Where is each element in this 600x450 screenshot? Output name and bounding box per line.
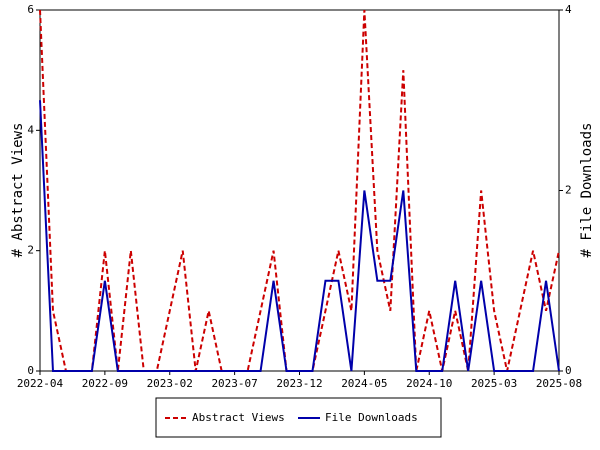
x-tick-label: 2023-12 (276, 377, 322, 390)
y-tick-label: 0 (27, 364, 34, 377)
x-tick-label: 2025-08 (536, 377, 582, 390)
x-tick-label: 2024-05 (341, 377, 387, 390)
y-tick-label: 4 (27, 123, 34, 136)
y2-tick-label: 0 (565, 364, 572, 377)
y2-axis-label: # File Downloads (579, 123, 595, 258)
series-line (39, 100, 560, 372)
y2-tick-label: 2 (565, 184, 572, 197)
x-tick-label: 2023-07 (211, 377, 257, 390)
series-line (39, 9, 560, 372)
x-tick-label: 2022-04 (17, 377, 64, 390)
y-tick-label: 2 (27, 244, 34, 257)
x-tick-label: 2023-02 (147, 377, 193, 390)
y2-tick-label: 4 (565, 3, 572, 16)
y-tick-label: 6 (27, 3, 34, 16)
legend-box (155, 397, 442, 438)
legend-label: Abstract Views (192, 411, 285, 424)
x-tick-label: 2022-09 (82, 377, 128, 390)
x-tick-label: 2024-10 (406, 377, 452, 390)
x-tick-label: 2025-03 (471, 377, 517, 390)
legend-label: File Downloads (325, 411, 418, 424)
y-axis-label: # Abstract Views (10, 123, 26, 258)
